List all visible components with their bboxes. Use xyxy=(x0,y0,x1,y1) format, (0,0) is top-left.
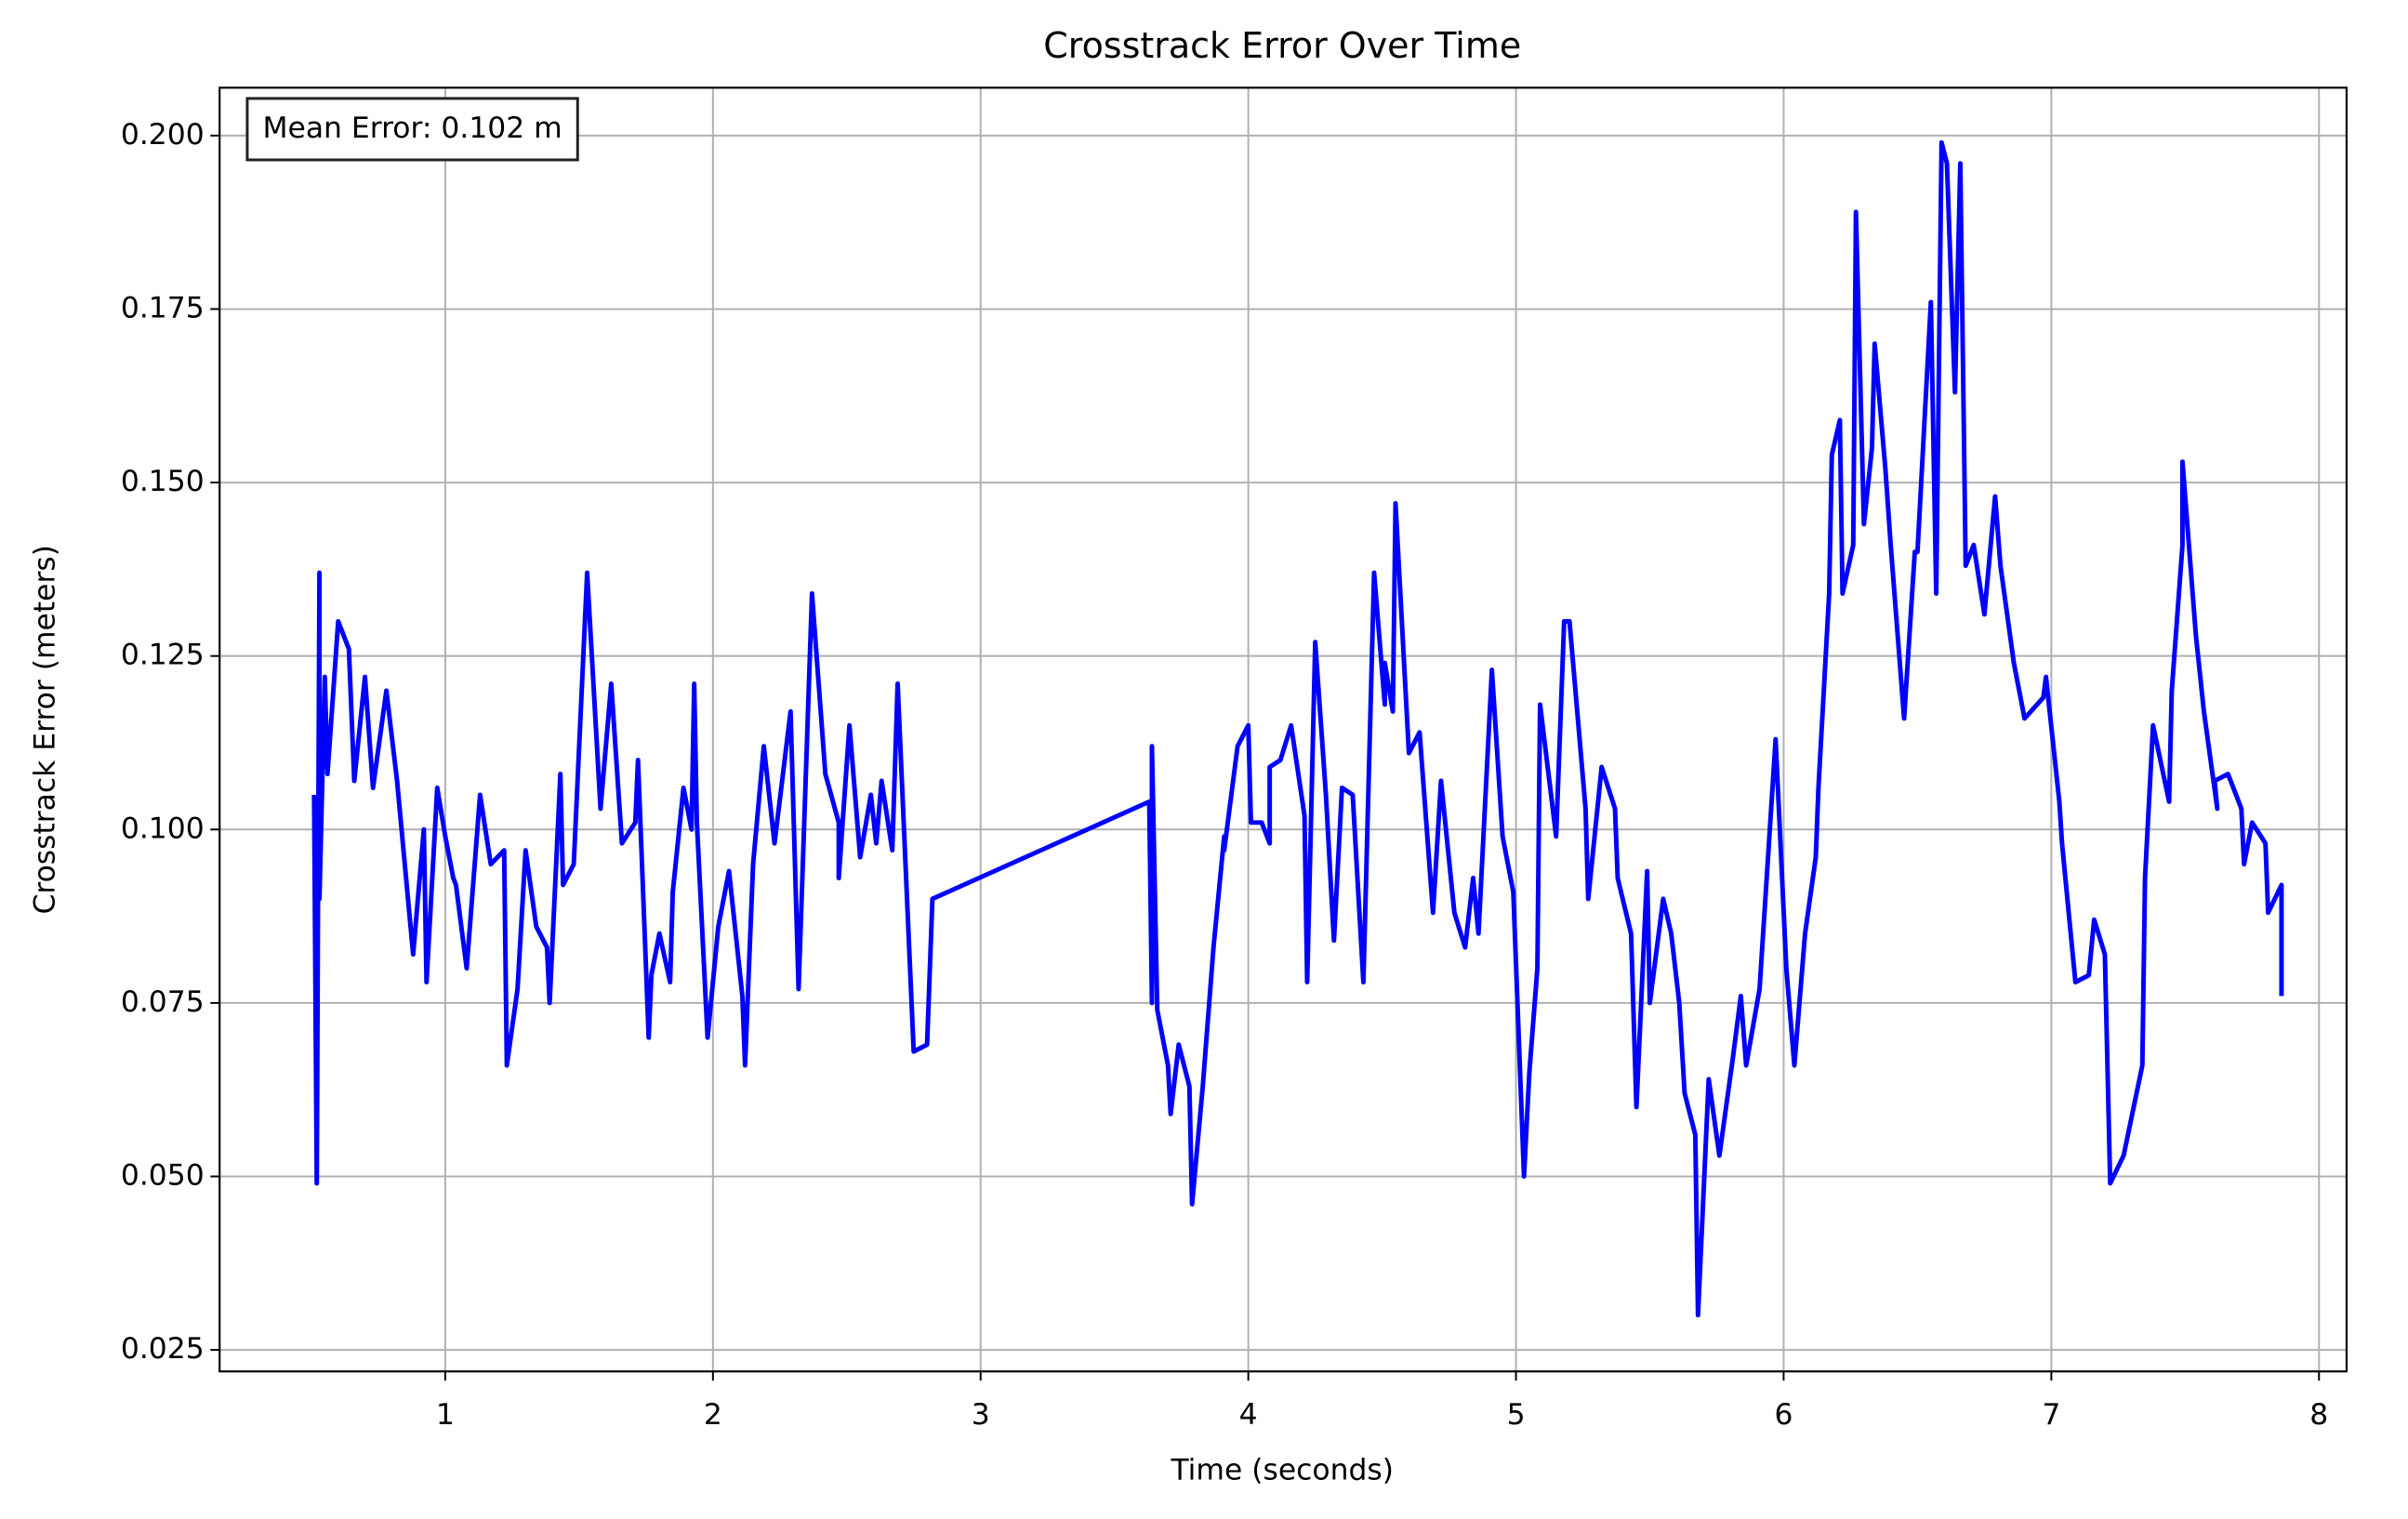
y-tick-label: 0.200 xyxy=(121,118,205,152)
y-tick-label: 0.125 xyxy=(121,639,205,672)
x-tick-label: 4 xyxy=(1239,1398,1258,1432)
chart-title: Crosstrack Error Over Time xyxy=(1043,25,1521,66)
y-tick-label: 0.075 xyxy=(121,985,205,1019)
annotation: Mean Error: 0.102 m xyxy=(262,112,562,145)
annotation-box xyxy=(245,97,579,162)
x-tick-label: 5 xyxy=(1507,1398,1526,1432)
x-tick-label: 6 xyxy=(1774,1398,1793,1432)
y-tick-label: 0.100 xyxy=(121,812,205,845)
y-tick-label: 0.150 xyxy=(121,465,205,498)
x-tick-label: 8 xyxy=(2309,1398,2328,1432)
y-tick-label: 0.025 xyxy=(121,1332,205,1366)
y-tick-label: 0.050 xyxy=(121,1158,205,1192)
plot-frame xyxy=(218,86,2348,1373)
x-tick-label: 1 xyxy=(436,1398,455,1432)
x-tick-label: 7 xyxy=(2042,1398,2060,1432)
x-tick-label: 3 xyxy=(972,1398,990,1432)
x-tick-label: 2 xyxy=(704,1398,722,1432)
y-tick-label: 0.175 xyxy=(121,291,205,324)
y-axis-label: Crosstrack Error (meters) xyxy=(29,545,62,914)
x-axis-label: Time (seconds) xyxy=(1170,1454,1393,1487)
data-line xyxy=(311,139,2284,1318)
